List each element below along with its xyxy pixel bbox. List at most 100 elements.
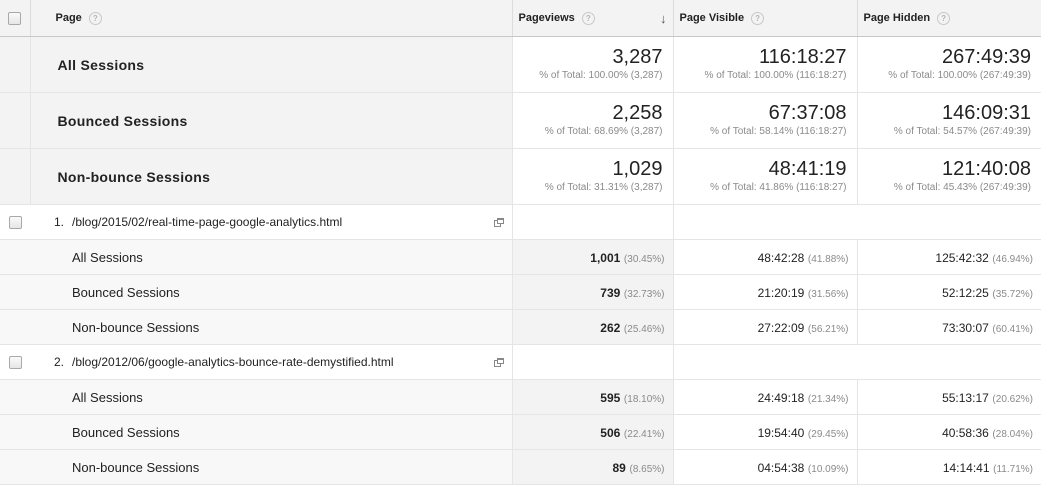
summary-vis-value: 116:18:27 [759,46,847,68]
segment-row: Non-bounce Sessions 262 (25.46%) 27:22:09 … [0,309,1041,345]
summary-vis-value: 67:37:08 [768,102,847,124]
segment-vis-percent: (21.34%) [807,393,849,405]
segment-label: Bounced Sessions [30,414,512,450]
segment-vis-percent: (10.09%) [807,463,849,475]
segment-label: All Sessions [30,379,512,415]
summary-vis-percent: % of Total: 41.86% (116:18:27) [710,182,847,193]
page-url-cell: 1. /blog/2015/02/real-time-page-google-an… [30,204,513,240]
page-hidden-empty [857,204,1041,240]
page-pageviews-empty [512,204,674,240]
column-header-page[interactable]: Page? [30,0,513,37]
segment-pv-value: 506 [600,425,621,440]
sort-descending-icon[interactable]: ↓ [660,10,667,26]
column-header-page-visible[interactable]: Page Visible? [673,0,858,37]
summary-checkbox-cell [0,36,31,93]
segment-pv-percent: (30.45%) [623,253,665,265]
segment-hid-value: 55:13:17 [942,390,989,405]
segment-hid-cell: 73:30:07 (60.41%) [856,309,1041,345]
summary-hid-value: 267:49:39 [942,46,1031,68]
summary-row: Bounced Sessions 2,258 % of Total: 68.69% … [0,92,1041,149]
segment-pv-percent: (32.73%) [623,288,665,300]
segment-hid-cell: 55:13:17 (20.62%) [856,379,1041,415]
segment-checkbox-cell [0,414,30,450]
segment-hid-value: 73:30:07 [942,320,989,335]
column-label-page: Page [55,12,82,24]
summary-vis-value: 48:41:19 [768,158,847,180]
segment-checkbox-cell [0,274,30,310]
summary-vis-cell: 67:37:08 % of Total: 58.14% (116:18:27) [672,92,857,149]
summary-hid-percent: % of Total: 100.00% (267:49:39) [888,70,1031,81]
row-checkbox[interactable] [8,356,22,370]
summary-vis-percent: % of Total: 100.00% (116:18:27) [704,70,847,81]
segment-pv-percent: (8.65%) [629,463,665,475]
segment-label: All Sessions [30,239,512,275]
summary-pv-cell: 3,287 % of Total: 100.00% (3,287) [511,36,673,93]
segment-hid-value: 40:58:36 [942,425,989,440]
segment-vis-value: 48:42:28 [757,250,805,265]
page-url-link[interactable]: /blog/2015/02/real-time-page-google-anal… [72,215,343,229]
column-label-page-hidden: Page Hidden [863,12,931,24]
summary-row: Non-bounce Sessions 1,029 % of Total: 31.3… [0,148,1041,205]
help-icon[interactable]: ? [751,11,765,25]
select-all-checkbox[interactable] [8,11,22,25]
segment-pv-percent: (22.41%) [623,428,665,440]
segment-vis-cell: 27:22:09 (56.21%) [672,309,857,345]
segment-hid-percent: (11.71%) [993,463,1033,475]
summary-checkbox-cell [0,148,31,205]
segment-pv-percent: (25.46%) [623,323,665,335]
select-all-checkbox-cell[interactable] [0,0,31,37]
help-icon[interactable]: ? [581,11,595,25]
segment-checkbox-cell [0,449,30,485]
page-url-cell: 2. /blog/2012/06/google-analytics-bounce-… [30,344,513,380]
summary-vis-cell: 48:41:19 % of Total: 41.86% (116:18:27) [672,148,857,205]
segment-pv-percent: (18.10%) [623,393,665,405]
segment-checkbox-cell [0,379,30,415]
summary-pv-cell: 2,258 % of Total: 68.69% (3,287) [511,92,673,149]
page-row: 2. /blog/2012/06/google-analytics-bounce-… [0,344,1041,380]
summary-hid-value: 146:09:31 [942,102,1031,124]
column-label-pageviews: Pageviews [518,12,575,24]
page-visible-empty [673,204,857,240]
summary-segment-label: Non-bounce Sessions [30,148,512,205]
segment-hid-percent: (28.04%) [992,428,1033,440]
segment-row: Bounced Sessions 739 (32.73%) 21:20:19 (31… [0,274,1041,310]
segment-hid-value: 14:14:41 [942,460,990,475]
summary-vis-cell: 116:18:27 % of Total: 100.00% (116:18:27) [672,36,857,93]
segment-vis-percent: (41.88%) [807,253,849,265]
help-icon[interactable]: ? [937,11,951,25]
segment-vis-cell: 19:54:40 (29.45%) [672,414,857,450]
row-checkbox-cell[interactable] [0,204,30,240]
segment-label: Non-bounce Sessions [30,449,512,485]
segment-vis-value: 21:20:19 [757,285,805,300]
segment-pv-value: 1,001 [590,250,621,265]
segment-vis-cell: 24:49:18 (21.34%) [672,379,857,415]
column-header-pageviews[interactable]: Pageviews? ↓ [512,0,674,37]
help-icon[interactable]: ? [88,11,102,25]
segment-row: Non-bounce Sessions 89 (8.65%) 04:54:38 (1… [0,449,1041,485]
row-checkbox-cell[interactable] [0,344,30,380]
row-index: 2. [53,355,64,369]
row-checkbox[interactable] [8,216,22,230]
segment-hid-cell: 52:12:25 (35.72%) [856,274,1041,310]
page-visible-empty [673,344,857,380]
summary-pv-value: 2,258 [612,102,663,124]
segment-hid-cell: 125:42:32 (46.94%) [856,239,1041,275]
summary-pv-percent: % of Total: 100.00% (3,287) [539,70,663,81]
segment-vis-percent: (56.21%) [807,323,849,335]
summary-hid-cell: 267:49:39 % of Total: 100.00% (267:49:39) [856,36,1041,93]
open-page-icon[interactable] [493,356,504,367]
column-header-page-hidden[interactable]: Page Hidden? [857,0,1041,37]
open-page-icon[interactable] [493,216,504,227]
header-row: Page? Pageviews? ↓ Page Visible? Page Hid… [0,0,1041,37]
segment-pv-cell: 739 (32.73%) [511,274,673,310]
summary-vis-percent: % of Total: 58.14% (116:18:27) [710,126,847,137]
segment-hid-percent: (20.62%) [992,393,1033,405]
segment-vis-value: 27:22:09 [757,320,805,335]
segment-pv-value: 739 [600,285,621,300]
segment-vis-cell: 48:42:28 (41.88%) [672,239,857,275]
summary-segment-label: Bounced Sessions [30,92,512,149]
segment-pv-cell: 1,001 (30.45%) [511,239,673,275]
summary-pv-percent: % of Total: 68.69% (3,287) [544,126,663,137]
page-url-link[interactable]: /blog/2012/06/google-analytics-bounce-ra… [72,355,394,369]
